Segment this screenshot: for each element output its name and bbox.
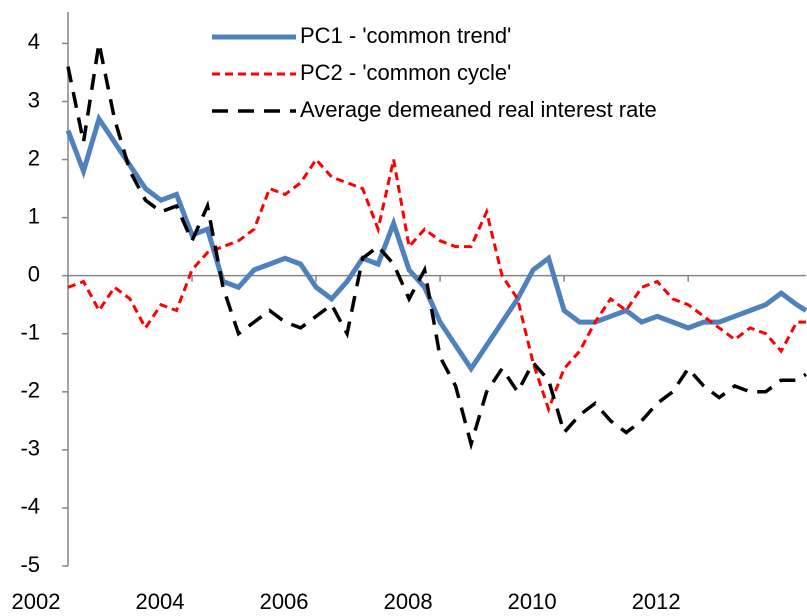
legend-label: PC2 - 'common cycle' [300, 60, 511, 85]
y-tick-label: -3 [20, 436, 40, 461]
y-tick-label: -1 [20, 320, 40, 345]
y-tick-label: 2 [28, 145, 40, 170]
x-tick-label: 2012 [632, 589, 681, 614]
y-tick-label: -2 [20, 378, 40, 403]
x-tick-label: 2006 [260, 589, 309, 614]
y-tick-label: 3 [28, 87, 40, 112]
x-tick-label: 2008 [384, 589, 433, 614]
y-tick-label: 1 [28, 203, 40, 228]
y-tick-label: 0 [28, 261, 40, 286]
x-tick-label: 2002 [12, 589, 61, 614]
series-line [65, 113, 807, 374]
legend-label: PC1 - 'common trend' [300, 23, 511, 48]
legend-label: Average demeaned real interest rate [300, 97, 657, 122]
x-tick-label: 2004 [136, 589, 185, 614]
series-line [67, 157, 806, 414]
y-tick-label: -4 [20, 494, 40, 519]
y-tick-label: -5 [20, 552, 40, 577]
x-tick-label: 2010 [508, 589, 557, 614]
y-tick-label: 4 [28, 29, 40, 54]
